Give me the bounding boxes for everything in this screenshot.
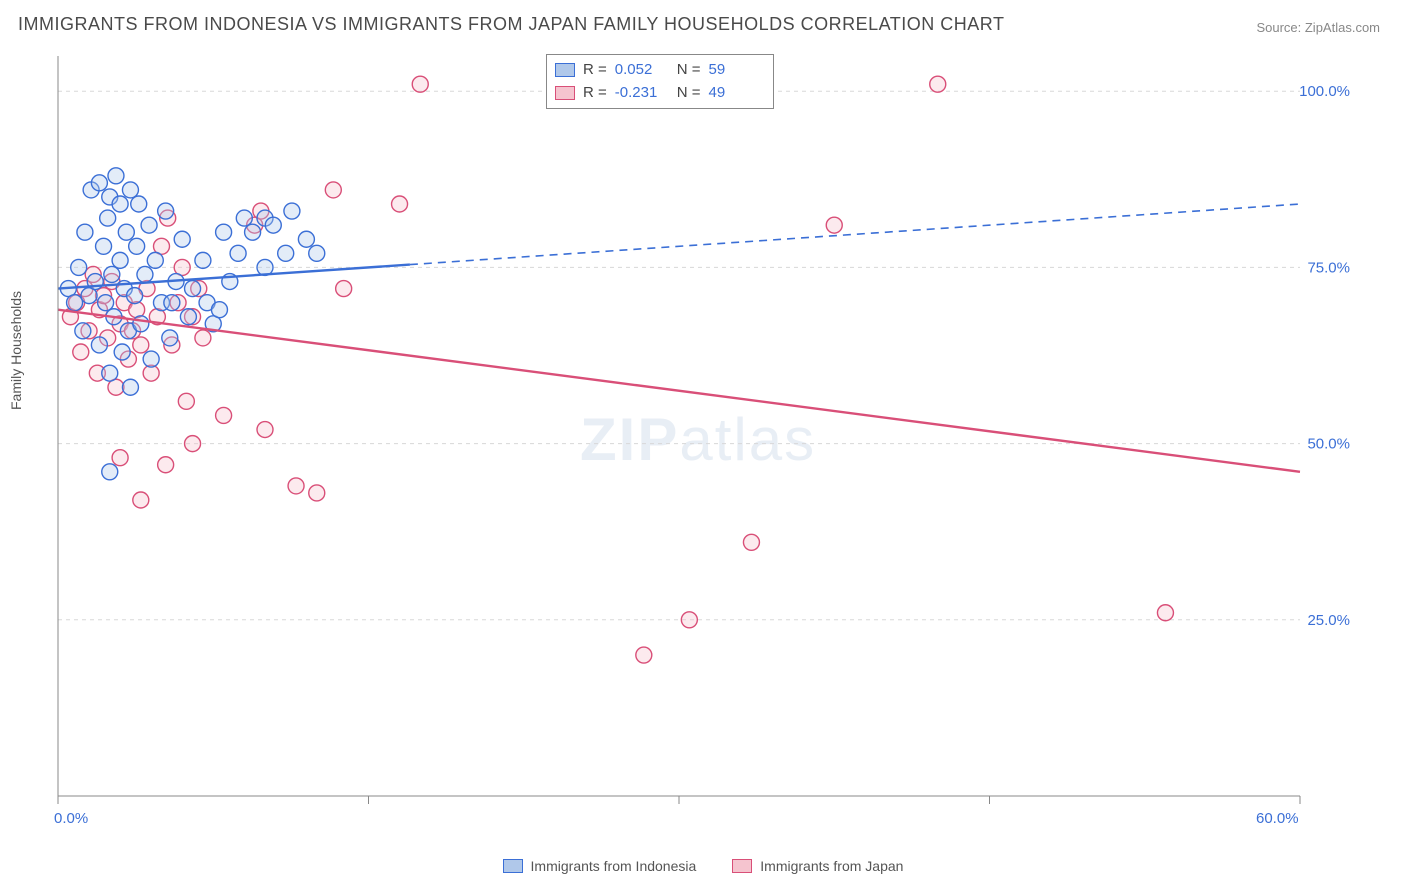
r-label: R =: [583, 82, 607, 105]
y-axis-label: Family Households: [8, 291, 24, 410]
data-point: [174, 231, 190, 247]
data-point: [77, 224, 93, 240]
correlation-legend-row: R = 0.052 N = 59: [555, 59, 763, 82]
correlation-legend: R = 0.052 N = 59 R = -0.231 N = 49: [546, 54, 774, 109]
data-point: [325, 182, 341, 198]
data-point: [298, 231, 314, 247]
data-point: [96, 238, 112, 254]
data-point: [122, 379, 138, 395]
correlation-legend-row: R = -0.231 N = 49: [555, 82, 763, 105]
data-point: [185, 281, 201, 297]
data-point: [71, 259, 87, 275]
data-point: [73, 344, 89, 360]
r-label: R =: [583, 59, 607, 82]
data-point: [133, 492, 149, 508]
data-point: [118, 224, 134, 240]
data-point: [100, 210, 116, 226]
legend-swatch: [555, 86, 575, 100]
series-legend-item: Immigrants from Indonesia: [503, 858, 697, 874]
legend-swatch: [555, 63, 575, 77]
r-value: -0.231: [615, 82, 669, 105]
data-point: [245, 224, 261, 240]
series-label: Immigrants from Japan: [760, 858, 903, 874]
data-point: [265, 217, 281, 233]
data-point: [257, 422, 273, 438]
data-point: [112, 196, 128, 212]
data-point: [236, 210, 252, 226]
data-point: [133, 337, 149, 353]
data-point: [278, 245, 294, 261]
data-point: [143, 351, 159, 367]
data-point: [108, 168, 124, 184]
data-point: [102, 464, 118, 480]
data-point: [185, 436, 201, 452]
data-point: [158, 203, 174, 219]
series-label: Immigrants from Indonesia: [531, 858, 697, 874]
data-point: [412, 76, 428, 92]
data-point: [392, 196, 408, 212]
data-point: [104, 266, 120, 282]
data-point: [129, 238, 145, 254]
n-value: 59: [709, 59, 763, 82]
data-point: [195, 252, 211, 268]
data-point: [216, 407, 232, 423]
series-legend-item: Immigrants from Japan: [732, 858, 903, 874]
data-point: [141, 217, 157, 233]
data-point: [681, 612, 697, 628]
data-point: [309, 245, 325, 261]
scatter-plot: 25.0% 50.0% 75.0% 100.0%: [50, 50, 1356, 830]
series-legend: Immigrants from Indonesia Immigrants from…: [0, 858, 1406, 876]
data-point: [67, 295, 83, 311]
legend-swatch: [503, 859, 523, 873]
data-point: [91, 175, 107, 191]
data-point: [636, 647, 652, 663]
data-point: [75, 323, 91, 339]
data-point: [158, 457, 174, 473]
data-point: [178, 393, 194, 409]
data-point: [98, 295, 114, 311]
n-label: N =: [677, 82, 701, 105]
data-point: [180, 309, 196, 325]
chart-title: IMMIGRANTS FROM INDONESIA VS IMMIGRANTS …: [18, 14, 1004, 35]
data-point: [195, 330, 211, 346]
trend-line: [58, 310, 1300, 472]
data-point: [102, 365, 118, 381]
data-point: [743, 534, 759, 550]
data-point: [147, 252, 163, 268]
data-point: [131, 196, 147, 212]
data-point: [122, 182, 138, 198]
y-tick-label: 50.0%: [1307, 436, 1350, 453]
r-value: 0.052: [615, 59, 669, 82]
data-point: [288, 478, 304, 494]
data-point: [91, 337, 107, 353]
data-point: [162, 330, 178, 346]
data-point: [137, 266, 153, 282]
data-point: [127, 288, 143, 304]
data-point: [216, 224, 232, 240]
data-point: [284, 203, 300, 219]
y-tick-label: 25.0%: [1307, 612, 1350, 629]
data-point: [930, 76, 946, 92]
data-point: [826, 217, 842, 233]
x-axis-min-label: 0.0%: [54, 810, 88, 827]
n-value: 49: [709, 82, 763, 105]
data-point: [1157, 605, 1173, 621]
data-point: [211, 302, 227, 318]
trend-line-extrapolated: [410, 204, 1300, 265]
data-point: [309, 485, 325, 501]
n-label: N =: [677, 59, 701, 82]
source-attribution: Source: ZipAtlas.com: [1256, 20, 1380, 35]
x-axis-max-label: 60.0%: [1256, 810, 1299, 827]
data-point: [133, 316, 149, 332]
legend-swatch: [732, 859, 752, 873]
data-point: [336, 281, 352, 297]
data-point: [164, 295, 180, 311]
data-point: [230, 245, 246, 261]
data-point: [114, 344, 130, 360]
data-point: [112, 450, 128, 466]
data-point: [112, 252, 128, 268]
y-tick-label: 100.0%: [1299, 83, 1350, 100]
y-tick-label: 75.0%: [1307, 259, 1350, 276]
